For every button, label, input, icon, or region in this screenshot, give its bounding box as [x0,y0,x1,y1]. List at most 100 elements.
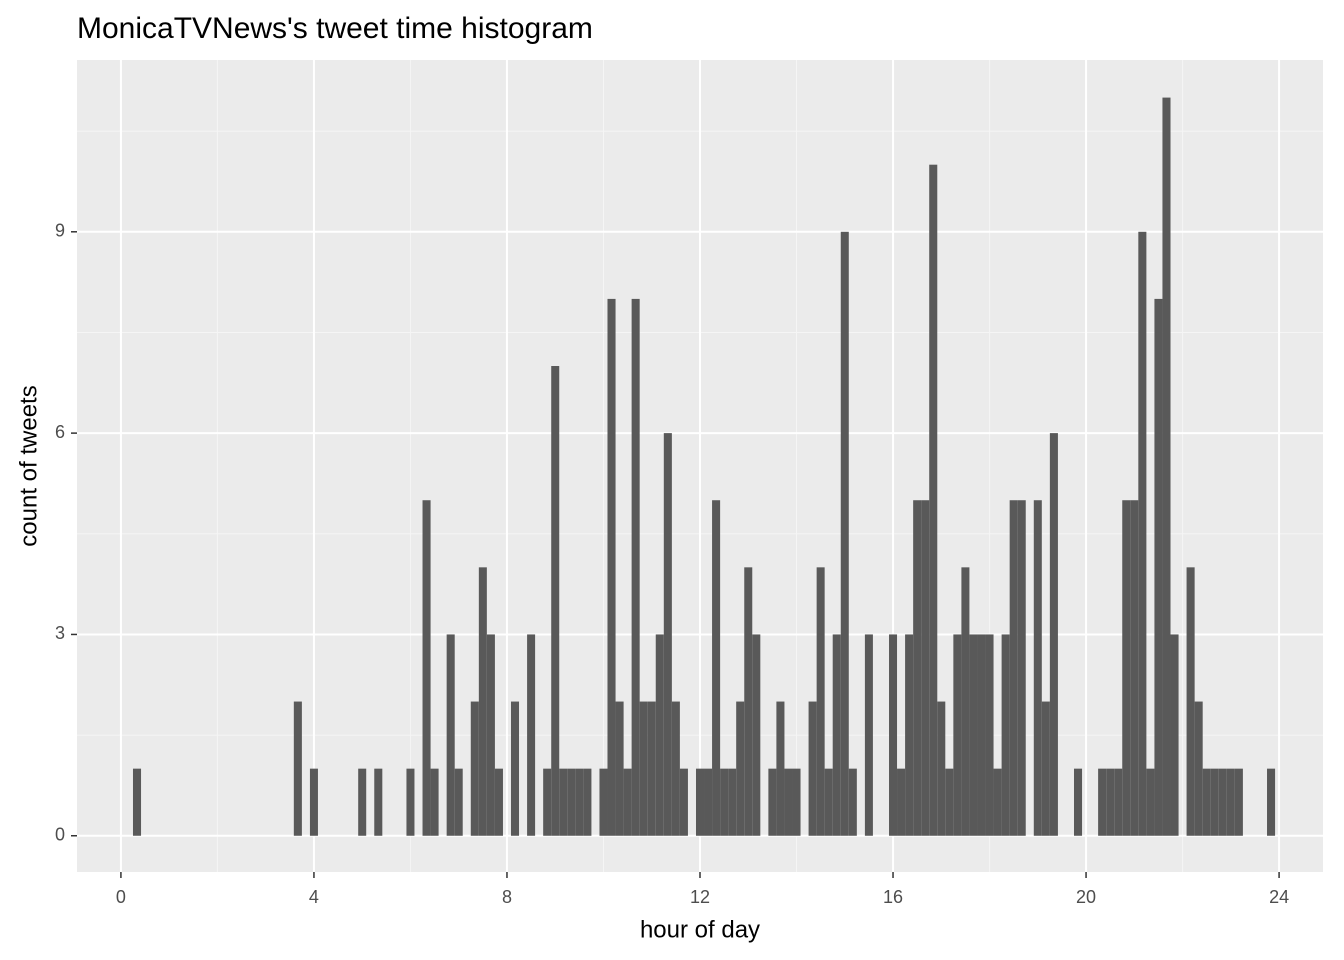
y-tick-label: 9 [55,221,65,241]
bar [1114,768,1123,836]
bar [422,500,431,836]
bar [824,768,833,836]
bar [486,634,495,836]
bar [776,701,785,836]
bar [623,768,632,836]
bar [374,768,383,836]
bar [712,500,721,836]
bar [494,768,503,836]
bar [752,634,761,836]
bar [977,634,986,836]
bar [969,634,978,836]
bar [905,634,914,836]
x-tick-label: 20 [1076,887,1096,907]
bar [631,298,640,836]
bar [1170,634,1179,836]
bar [1210,768,1219,836]
bar [647,701,656,836]
bar [599,768,608,836]
bar [840,231,849,836]
bar [816,567,825,836]
bar [454,768,463,836]
bar [1154,298,1163,836]
bar [1073,768,1083,836]
bar [559,768,568,836]
bar [768,768,777,836]
bar [961,567,970,836]
bar [527,634,536,836]
x-tick-label: 16 [883,887,903,907]
bar [1138,231,1147,836]
bar [736,701,745,836]
bar [1017,500,1026,836]
bar [744,567,753,836]
bar [1267,768,1276,836]
bar [704,768,713,836]
bar [1146,768,1155,836]
bar [1098,768,1107,836]
bar [808,701,817,836]
bar [1001,634,1010,836]
bar [1009,500,1018,836]
y-tick-label: 0 [55,825,65,845]
bar [1194,701,1203,836]
bar [993,768,1002,836]
x-tick-label: 4 [309,887,319,907]
bar [406,768,415,836]
bar [575,768,584,836]
y-tick-label: 6 [55,422,65,442]
bar [1122,500,1131,836]
bar [679,768,688,836]
x-tick-label: 12 [690,887,710,907]
bar [1033,500,1042,836]
bar [720,768,729,836]
bar [937,701,946,836]
bar [583,768,592,836]
bar [728,768,737,836]
bar [1234,768,1243,836]
bar [671,701,680,836]
bar [1226,768,1235,836]
bar [913,500,922,836]
bar [921,500,930,836]
bar [1049,433,1058,836]
bar [551,366,560,836]
x-tick-label: 8 [502,887,512,907]
bar [510,701,520,836]
bar [309,768,318,836]
bar [784,768,793,836]
bar [889,634,898,836]
bar [1186,567,1195,836]
bar [293,701,302,836]
bar [1041,701,1050,836]
bar [470,701,479,836]
bar [832,634,841,836]
bar [695,768,705,836]
bar [897,768,906,836]
bar [792,768,801,836]
bar [1202,768,1211,836]
bar [430,768,439,836]
bar [567,768,576,836]
bar [607,298,616,836]
bar [655,634,664,836]
bar [132,768,142,836]
bar [929,164,938,836]
bar [985,634,994,836]
bar [1218,768,1227,836]
y-tick-label: 3 [55,623,65,643]
bar [543,768,552,836]
x-tick-label: 24 [1269,887,1289,907]
bar [945,768,954,836]
bar [1130,500,1139,836]
x-axis-label: hour of day [640,916,760,943]
y-axis-label: count of tweets [15,385,42,546]
bars [132,97,1276,836]
bar [848,768,857,836]
bar [864,634,873,836]
bar [639,701,648,836]
bar [478,567,487,836]
bar [1162,97,1171,836]
chart-title: MonicaTVNews's tweet time histogram [77,12,593,45]
bar [663,433,672,836]
